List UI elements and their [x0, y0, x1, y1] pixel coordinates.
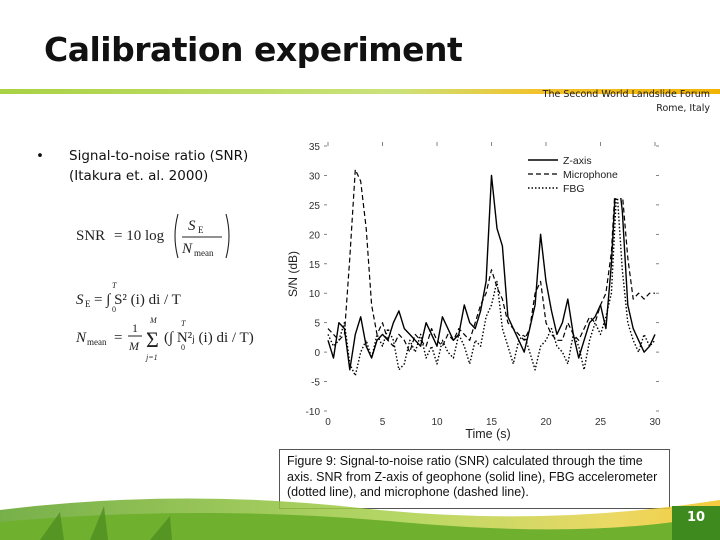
snr-chart: -10 -5 0 5 10 15 20 25 30 35 0 5 10 15 20 25 30 Z-axis Mi… — [286, 142, 661, 441]
x-tick-label: 5 — [380, 417, 386, 428]
snr-formulas: SNR = 10 log S E N mean S E = ∫ S² (i) d… — [75, 213, 254, 362]
nmean-equation: N mean = 1 M Σ M j=1 (∫ N²ⱼ (i) di / T) … — [75, 316, 254, 362]
forum-location: Rome, Italy — [656, 103, 710, 114]
slide-title: Calibration experiment — [44, 30, 463, 69]
formula-snr-lhs: SNR — [76, 228, 105, 244]
y-tick-label: 20 — [309, 230, 321, 241]
formula-nm-rhs: (∫ N²ⱼ (i) di / T) — [164, 330, 254, 346]
svg-text:=: = — [114, 330, 122, 346]
formula-nm-frac-bot: M — [128, 339, 140, 353]
legend-label: FBG — [563, 183, 585, 195]
formula-se-lhs-sub: E — [85, 299, 91, 309]
formula-se-int-top: T — [112, 281, 117, 290]
series-line-fbg — [327, 186, 656, 377]
x-tick-label: 15 — [486, 417, 498, 428]
chart-series — [327, 157, 656, 377]
page-number-badge — [672, 506, 720, 540]
formula-snr-eq: = 10 log — [114, 228, 165, 244]
formula-n-den-sub: mean — [194, 248, 214, 258]
y-tick-label: 35 — [309, 142, 321, 153]
formula-se-int-bot: 0 — [112, 305, 116, 314]
y-tick-label: -10 — [306, 407, 321, 418]
x-tick-label: 0 — [325, 417, 331, 428]
formula-nm-int-top: T — [181, 319, 186, 328]
formula-nm-sum-top: M — [149, 316, 158, 325]
bullet-text: Signal-to-noise ratio (SNR) (Itakura et.… — [69, 148, 249, 184]
footer-decoration — [0, 498, 720, 540]
figure-caption: Figure 9: Signal-to-noise ratio (SNR) ca… — [279, 449, 670, 509]
chart-axes: -10 -5 0 5 10 15 20 25 30 35 0 5 10 15 20 25 30 — [306, 142, 661, 428]
y-tick-label: 25 — [309, 201, 321, 212]
formula-se-lhs: S — [76, 292, 84, 308]
y-tick-label: -5 — [311, 378, 320, 389]
formula-nm-int-bot: 0 — [181, 343, 185, 352]
y-tick-label: 5 — [314, 319, 320, 330]
forum-header: The Second World Landslide Forum Rome, I… — [543, 88, 710, 116]
formula-se-num: S — [188, 218, 196, 234]
formula-nm-lhs: N — [75, 330, 87, 346]
x-tick-label: 25 — [595, 417, 607, 428]
legend-label: Microphone — [563, 169, 618, 181]
x-axis-label: Time (s) — [465, 427, 510, 441]
series-line-microphone — [327, 157, 655, 353]
formula-se-num-sub: E — [198, 225, 204, 235]
title-divider — [0, 89, 720, 94]
snr-equation: SNR = 10 log S E N mean — [76, 213, 230, 259]
y-tick-label: 15 — [309, 260, 321, 271]
legend-box — [520, 150, 652, 198]
x-tick-label: 10 — [431, 417, 443, 428]
svg-text:Σ: Σ — [146, 327, 159, 352]
formula-se-rhs: = ∫ S² (i) di / T — [94, 292, 181, 308]
bullet-item: • Signal-to-noise ratio (SNR) (Itakura e… — [36, 146, 286, 186]
y-tick-label: 10 — [309, 289, 321, 300]
formula-nm-sum-bot: j=1 — [145, 353, 158, 362]
page-number: 10 — [686, 510, 706, 525]
y-tick-label: 0 — [314, 348, 320, 359]
formula-nm-frac-top: 1 — [132, 321, 138, 335]
formula-nm-lhs-sub: mean — [87, 337, 107, 347]
forum-name: The Second World Landslide Forum — [542, 89, 710, 100]
legend-label: Z-axis — [563, 155, 592, 167]
y-tick-label: 30 — [309, 171, 321, 182]
bullet-dot: • — [36, 148, 44, 164]
x-tick-label: 30 — [649, 417, 661, 428]
formula-n-den: N — [181, 241, 193, 257]
se-equation: S E = ∫ S² (i) di / T T 0 — [76, 281, 181, 314]
chart-legend: Z-axis Microphone FBG — [520, 150, 652, 198]
y-axis-label: S/N (dB) — [286, 251, 300, 297]
x-tick-label: 20 — [540, 417, 552, 428]
